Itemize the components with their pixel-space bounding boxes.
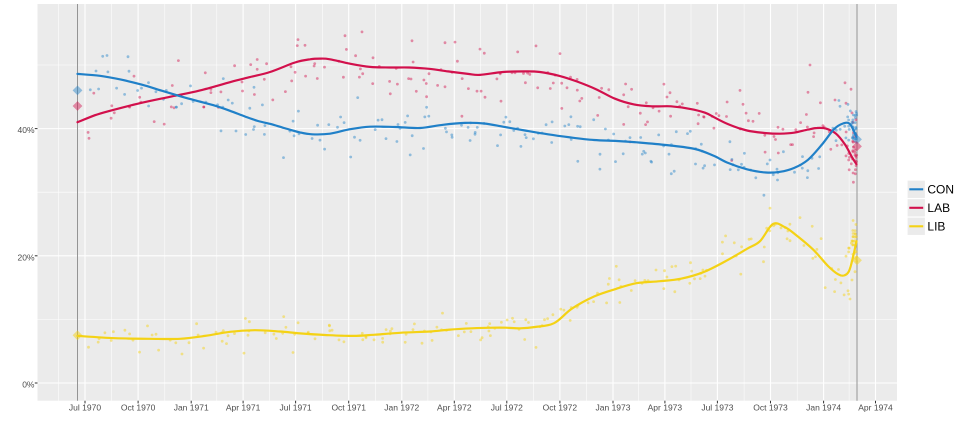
svg-text:Apr 1971: Apr 1971 <box>226 403 261 413</box>
svg-text:0%: 0% <box>22 380 35 390</box>
svg-text:Oct 1973: Oct 1973 <box>753 403 788 413</box>
svg-text:CON: CON <box>927 183 954 197</box>
svg-text:LAB: LAB <box>927 201 950 215</box>
svg-text:Oct 1971: Oct 1971 <box>331 403 366 413</box>
svg-text:Jul 1973: Jul 1973 <box>701 403 733 413</box>
svg-text:40%: 40% <box>17 125 34 135</box>
svg-text:Apr 1972: Apr 1972 <box>437 403 472 413</box>
svg-text:Oct 1970: Oct 1970 <box>121 403 156 413</box>
svg-text:Jul 1971: Jul 1971 <box>280 403 312 413</box>
svg-text:Jan 1973: Jan 1973 <box>596 403 631 413</box>
svg-text:20%: 20% <box>17 252 34 262</box>
svg-text:Jul 1972: Jul 1972 <box>491 403 523 413</box>
svg-text:Jan 1971: Jan 1971 <box>174 403 209 413</box>
svg-text:Jul 1970: Jul 1970 <box>69 403 101 413</box>
svg-text:LIB: LIB <box>927 220 945 234</box>
svg-text:Apr 1974: Apr 1974 <box>858 403 893 413</box>
svg-text:Oct 1972: Oct 1972 <box>543 403 578 413</box>
svg-text:Apr 1973: Apr 1973 <box>648 403 683 413</box>
svg-text:Jan 1974: Jan 1974 <box>806 403 841 413</box>
svg-text:Jan 1972: Jan 1972 <box>384 403 419 413</box>
